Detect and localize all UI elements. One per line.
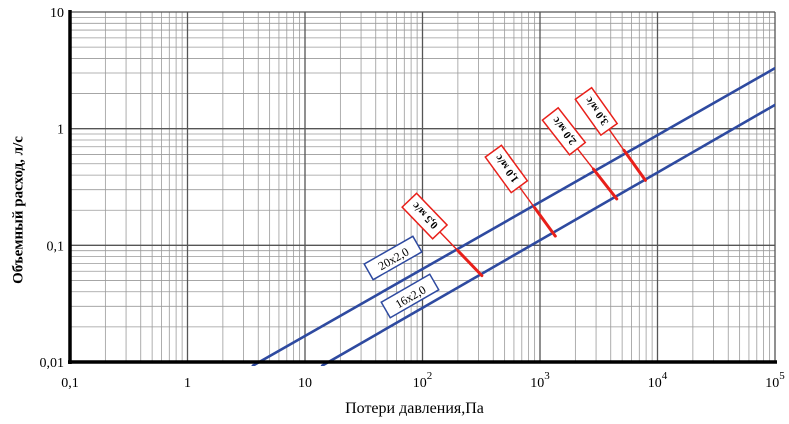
y-tick-label: 10 bbox=[50, 6, 64, 21]
x-tick-label: 1 bbox=[184, 376, 191, 391]
velocity-marker-line-0 bbox=[456, 249, 484, 278]
velocity-marker-box bbox=[541, 106, 587, 156]
y-tick-label: 0,1 bbox=[47, 239, 65, 254]
velocity-marker-box bbox=[484, 144, 529, 194]
x-tick-label: 104 bbox=[648, 370, 668, 391]
velocity-marker-label-1: 1,0 м/с bbox=[484, 144, 529, 194]
velocity-marker-leader-2 bbox=[575, 146, 594, 170]
x-tick-label: 103 bbox=[530, 370, 550, 391]
x-axis-label: Потери давления,Па bbox=[345, 400, 484, 417]
axes bbox=[68, 10, 777, 364]
velocity-marker-line-1 bbox=[533, 206, 557, 238]
velocity-marker-label-2: 2,0 м/с bbox=[541, 106, 587, 156]
x-tick-label: 105 bbox=[765, 370, 785, 391]
series-lines bbox=[251, 66, 775, 366]
y-tick-label: 0,01 bbox=[40, 356, 65, 371]
y-tick-label: 1 bbox=[57, 123, 64, 138]
velocity-markers: 0,5 м/с1,0 м/с2,0 м/с3,0 м/с bbox=[401, 86, 647, 278]
x-axis-label-box: Потери давления,Па bbox=[0, 400, 789, 418]
x-tick-label: 0,1 bbox=[61, 376, 79, 391]
velocity-marker-box bbox=[574, 86, 619, 137]
series-label-box bbox=[380, 273, 440, 319]
tick-labels: 0,01 0,1 1 10 0,1 1 10 102 103 104 105 bbox=[40, 6, 786, 391]
velocity-marker-line-2 bbox=[591, 167, 619, 201]
velocity-marker-box bbox=[401, 192, 449, 240]
y-axis-label-box: Объемный расход, л/с bbox=[4, 60, 34, 360]
x-tick-label: 10 bbox=[298, 376, 312, 391]
velocity-marker-leader-1 bbox=[517, 184, 536, 209]
velocity-marker-label-0: 0,5 м/с bbox=[401, 192, 449, 240]
series-line-0 bbox=[251, 66, 775, 366]
velocity-marker-line-3 bbox=[622, 148, 647, 182]
y-axis-label: Объемный расход, л/с bbox=[10, 136, 27, 284]
series-line-1 bbox=[320, 103, 775, 366]
series-label-box bbox=[363, 235, 423, 281]
velocity-marker-leader-3 bbox=[607, 127, 625, 151]
x-tick-label: 102 bbox=[413, 370, 433, 391]
velocity-marker-leader-0 bbox=[437, 229, 459, 252]
